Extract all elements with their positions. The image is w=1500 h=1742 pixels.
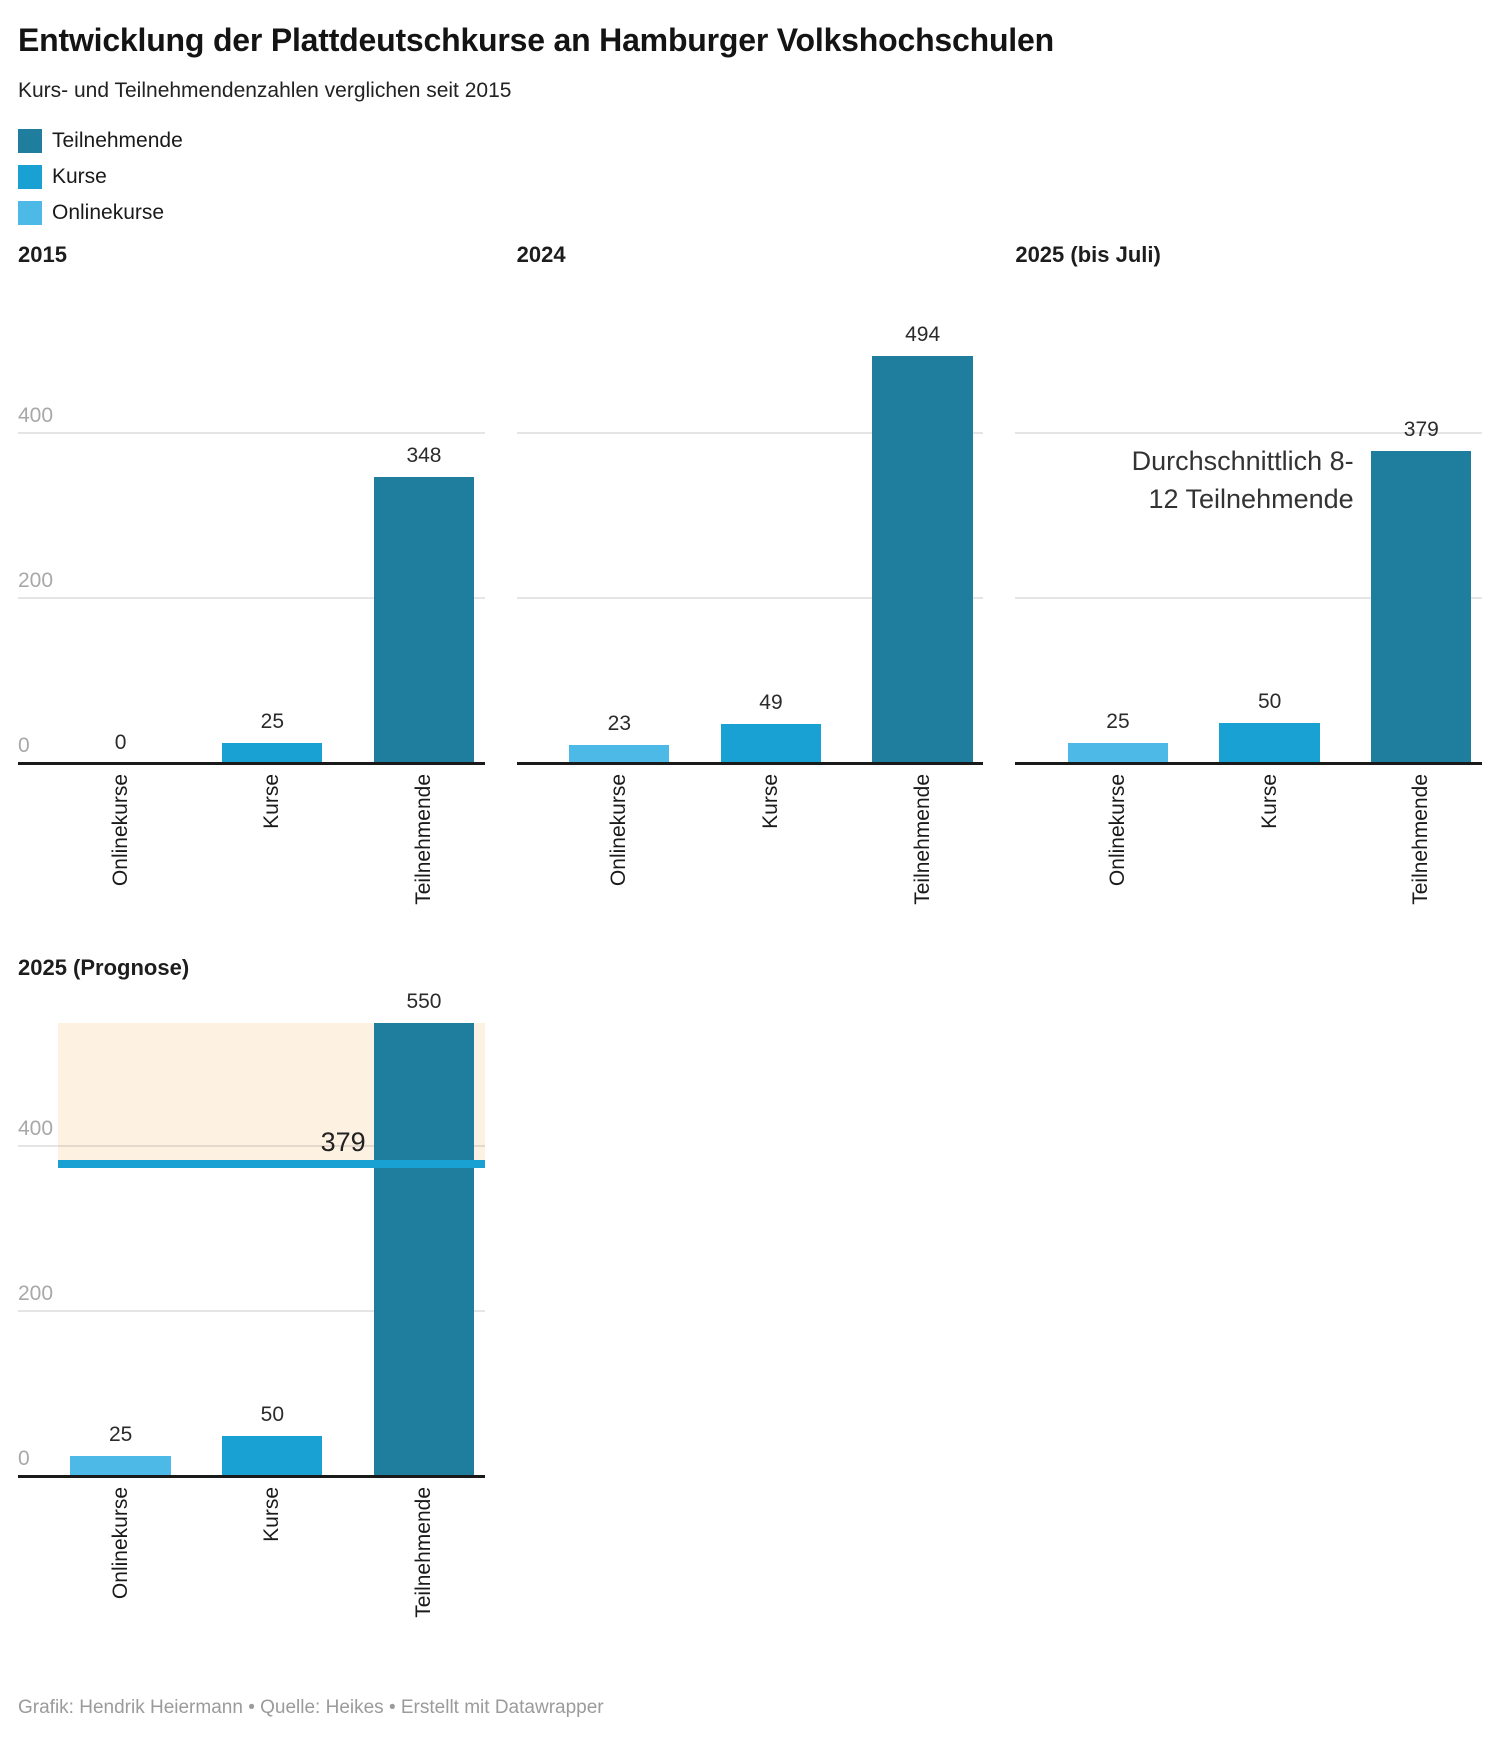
chart-panel-2025-prognose: 2025 (Prognose) 0 200 400 25 50 550 379 Online… [18,954,485,1639]
bar-onlinekurse [1067,743,1169,764]
reference-line [57,1160,485,1169]
reference-line-label: 379 [320,1127,366,1158]
x-axis-category-label: Onlinekurse [607,774,631,887]
y-gridline [18,432,485,434]
y-gridline [18,1145,485,1147]
bar-value-label: 23 [607,712,631,736]
bar-onlinekurse [569,745,670,764]
legend-label: Onlinekurse [52,201,165,224]
x-axis-labels: Onlinekurse Kurse Teilnehmende [18,1477,485,1639]
panel-title: 2025 (Prognose) [18,955,190,980]
bar-value-label: 0 [114,731,127,754]
bar-value-label: 25 [1106,710,1130,734]
legend-label: Teilnehmende [52,129,183,152]
bar-value-label: 494 [905,323,941,347]
chart-annotation: Durchschnittlich 8- 12 Teilnehmende [1131,446,1354,515]
x-axis-labels: Onlinekurse Kurse Teilnehmende [1015,764,1482,926]
chart-panel-2015: 2015 0 200 400 0 25 348 Onlinekurse Kurse Teiln… [18,241,485,926]
bar-value-label: 379 [1403,418,1439,442]
x-axis-category-label: Teilnehmende [910,774,934,905]
bar-value-label: 50 [1257,689,1282,713]
y-axis-tick-label: 400 [18,404,54,427]
y-axis-tick-label: 0 [18,734,30,757]
bar-value-label: 25 [108,1423,133,1447]
panel-row-1: 2015 0 200 400 0 25 348 Onlinekurse Kurse Teiln… [18,241,1482,926]
x-axis-category-label: Kurse [260,1487,284,1542]
panel-title: 2024 [516,242,566,267]
y-gridline [18,1310,485,1312]
bar-kurse [222,1435,323,1477]
x-axis-labels: Onlinekurse Kurse Teilnehmende [18,764,485,926]
x-axis-category-label: Kurse [260,774,284,829]
panel-title: 2025 (bis Juli) [1015,242,1161,267]
y-axis-tick-label: 0 [18,1447,30,1470]
x-axis-category-label: Onlinekurse [108,774,132,887]
x-axis-category-label: Teilnehmende [1409,774,1433,905]
x-axis-category-label: Kurse [758,774,782,829]
bar-kurse [720,723,822,764]
chart-panel-2025-bis-juli: 2025 (bis Juli) 25 50 379 Durchschnittlich … [1015,241,1482,926]
y-gridline [1015,432,1482,434]
chart-panel-2024: 2024 23 49 494 Onlinekurse Kurse Teilnehmend… [516,241,984,926]
y-gridline [516,432,984,434]
bar-value-label: 550 [406,990,442,1014]
legend-item-onlinekurse: Onlinekurse [18,201,1482,225]
bar-teilnehmende [1371,451,1472,764]
bar-value-label: 348 [406,443,442,467]
plot-area: 23 49 494 [516,274,984,765]
x-axis-category-label: Teilnehmende [411,1487,435,1618]
legend: Teilnehmende Kurse Onlinekurse [18,129,1482,225]
legend-item-kurse: Kurse [18,165,1482,189]
y-gridline [1015,597,1482,599]
x-axis-line [18,1475,485,1478]
footer-credit: Grafik: Hendrik Heiermann • Quelle: Heik… [18,1697,604,1718]
x-axis-category-label: Kurse [1257,774,1281,829]
plot-area: 0 200 400 25 50 550 379 [18,987,485,1478]
bar-teilnehmende [872,356,973,764]
y-axis-tick-label: 200 [18,1282,54,1305]
legend-swatch-onlinekurse [18,201,42,225]
bar-value-label: 50 [260,1402,284,1426]
x-axis-line [516,762,984,765]
x-axis-category-label: Teilnehmende [411,774,435,905]
x-axis-labels: Onlinekurse Kurse Teilnehmende [517,764,984,926]
legend-label: Kurse [52,165,107,188]
legend-swatch-teilnehmende [18,129,42,153]
plot-area: 0 200 400 0 25 348 [18,274,485,765]
plot-area: 25 50 379 Durchschnittlich 8- 12 Teilnehmend… [1015,274,1482,765]
panel-title: 2015 [18,242,67,267]
bar-value-label: 25 [260,710,284,734]
y-gridline [18,597,485,599]
x-axis-category-label: Onlinekurse [1105,774,1129,887]
y-axis-tick-label: 200 [18,569,54,592]
y-axis-tick-label: 400 [18,1117,54,1140]
x-axis-line [18,762,485,765]
bar-kurse [1219,722,1320,764]
page-title: Entwicklung der Plattdeutschkurse an Ham… [18,22,1054,58]
x-axis-category-label: Onlinekurse [108,1487,132,1600]
x-axis-line [1015,762,1482,765]
page-subtitle: Kurs- und Teilnehmendenzahlen verglichen… [18,79,512,102]
legend-swatch-kurse [18,165,42,189]
bar-teilnehmende [373,476,475,764]
panel-row-2: 2025 (Prognose) 0 200 400 25 50 550 379 Online… [18,954,485,1639]
bar-value-label: 49 [759,690,783,714]
y-gridline [516,597,984,599]
bar-kurse [222,743,323,764]
legend-item-teilnehmende: Teilnehmende [18,129,1482,153]
bar-teilnehmende [373,1023,475,1477]
bar-onlinekurse [70,1456,171,1477]
